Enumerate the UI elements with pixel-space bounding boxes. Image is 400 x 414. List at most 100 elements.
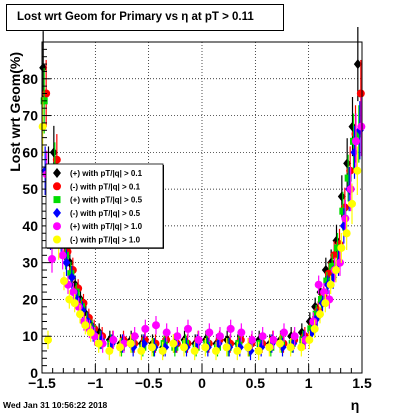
legend: (+) with pT/|q| > 0.1 (-) with pT/|q| > 0… <box>45 163 164 249</box>
data-point <box>130 332 139 341</box>
data-point <box>158 346 167 355</box>
axes: −1.5 −1 −0.5 0 0.5 1 1.5 0 10 20 30 40 50 60 70 80Lost … <box>7 41 372 413</box>
legend-marker <box>53 182 61 191</box>
data-point <box>81 321 90 330</box>
data-point <box>148 343 156 352</box>
data-point <box>348 199 356 208</box>
data-point <box>265 343 274 352</box>
data-point <box>169 339 178 348</box>
y-tick-label: 80 <box>22 71 38 87</box>
y-tick-label: 60 <box>22 144 38 160</box>
legend-marker <box>53 235 61 244</box>
data-point <box>49 147 58 158</box>
legend-marker <box>53 196 61 204</box>
data-point <box>70 299 79 308</box>
data-point <box>320 288 328 297</box>
y-tick-label: 0 <box>30 365 38 381</box>
data-point <box>216 332 224 341</box>
data-point <box>184 324 192 333</box>
data-point <box>336 258 344 267</box>
data-point <box>248 335 256 344</box>
data-point <box>244 343 252 352</box>
legend-label: (-) with pT/|q| > 0.1 <box>70 182 141 191</box>
data-point <box>226 324 235 333</box>
data-point <box>52 155 61 164</box>
x-axis-title: η <box>351 397 360 413</box>
data-point <box>48 254 56 263</box>
x-tick-label: −0.5 <box>135 375 163 391</box>
data-point <box>222 343 231 352</box>
data-point <box>109 335 118 344</box>
data-point <box>162 328 171 337</box>
data-point <box>337 243 346 252</box>
y-axis-title: Lost wrt Geom(%) <box>7 52 23 172</box>
data-point <box>194 335 203 344</box>
data-point <box>44 335 52 344</box>
data-point <box>62 257 71 268</box>
data-point <box>337 191 346 202</box>
data-point <box>353 166 362 175</box>
data-point <box>86 328 95 337</box>
data-point <box>38 122 47 131</box>
data-point <box>310 324 319 333</box>
data-point <box>328 262 336 270</box>
data-point <box>342 229 351 238</box>
legend-label: (+) with pT/|q| > 0.5 <box>70 196 143 205</box>
legend-marker <box>53 168 61 178</box>
data-point <box>205 328 214 337</box>
x-tick-label: 1 <box>305 375 313 391</box>
data-point <box>116 343 124 352</box>
data-point <box>126 339 135 348</box>
data-point <box>233 346 242 355</box>
data-point <box>190 346 199 355</box>
legend-marker <box>53 222 61 231</box>
data-point <box>357 122 366 131</box>
data-point <box>39 62 48 73</box>
data-point <box>58 251 67 260</box>
legend-marker <box>53 207 61 218</box>
data-point <box>309 317 318 326</box>
data-point <box>152 321 160 330</box>
timestamp: Wed Jan 31 10:56:22 2018 <box>3 400 108 410</box>
data-point <box>332 266 340 275</box>
data-point <box>237 328 246 337</box>
x-tick-label: −1.5 <box>28 375 56 391</box>
data-point <box>258 332 267 341</box>
data-point <box>321 299 330 308</box>
data-point <box>254 346 263 355</box>
data-point <box>290 332 299 341</box>
legend-label: (+) with pT/|q| > 1.0 <box>70 222 143 231</box>
y-tick-label: 70 <box>22 108 38 124</box>
y-tick-label: 10 <box>22 328 38 344</box>
x-tick-label: 0.5 <box>246 375 266 391</box>
data-point <box>105 346 114 355</box>
data-point <box>67 272 76 283</box>
data-point <box>276 339 284 348</box>
y-tick-label: 30 <box>22 255 38 271</box>
data-point <box>94 339 103 348</box>
data-point <box>326 280 335 289</box>
data-point <box>137 346 146 355</box>
data-point <box>316 310 324 319</box>
data-point <box>269 335 278 344</box>
data-point <box>356 89 365 98</box>
y-tick-label: 50 <box>22 181 38 197</box>
legend-label: (-) with pT/|q| > 0.5 <box>70 209 141 218</box>
data-point <box>297 343 306 352</box>
data-point <box>141 324 150 333</box>
data-point <box>339 207 347 215</box>
data-point <box>201 343 210 352</box>
data-point <box>353 59 362 70</box>
data-point <box>173 332 182 341</box>
data-point <box>69 288 78 297</box>
data-point <box>346 185 355 194</box>
legend-label: (-) with pT/|q| > 1.0 <box>70 236 141 245</box>
chart-title: Lost wrt Geom for Primary vs η at pT > 0… <box>6 4 284 31</box>
x-tick-label: 0 <box>198 375 206 391</box>
data-point <box>314 280 323 289</box>
x-tick-label: 1.5 <box>352 375 372 391</box>
legend-label: (+) with pT/|q| > 0.1 <box>70 169 143 178</box>
data-point <box>341 214 350 223</box>
y-tick-label: 40 <box>22 218 38 234</box>
